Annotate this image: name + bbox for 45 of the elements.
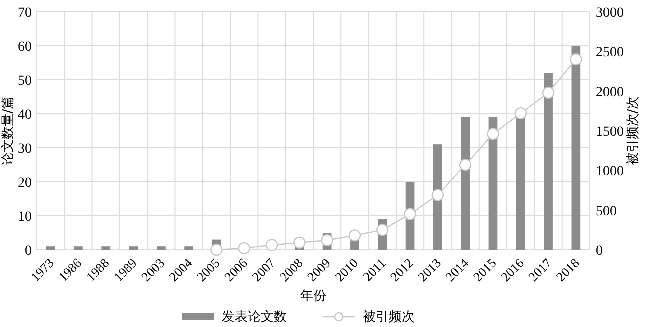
y2-tick-label: 1500	[596, 125, 624, 140]
point	[294, 236, 306, 249]
bar	[74, 246, 83, 250]
point	[432, 189, 444, 202]
point	[210, 244, 223, 256]
point	[238, 242, 250, 255]
y-tick-label: 40	[18, 108, 32, 123]
bar	[129, 246, 138, 250]
point	[459, 159, 472, 172]
legend-label: 被引频次	[363, 310, 415, 325]
y-tick-label: 70	[18, 6, 32, 21]
y2-tick-label: 1000	[596, 164, 624, 180]
x-tick-label: 2011	[360, 256, 389, 284]
y-tick-label: 20	[18, 176, 32, 191]
y2-axis-title: 被引频次/次	[626, 96, 641, 166]
x-axis-title: 年份	[300, 289, 326, 304]
x-tick-label: 1989	[110, 256, 140, 285]
bar	[461, 117, 470, 250]
y-tick-label: 30	[18, 142, 32, 157]
point	[404, 208, 416, 220]
point	[321, 234, 334, 247]
point	[542, 86, 555, 100]
y2-tick-label: 3000	[596, 6, 624, 21]
y-axis-title: 论文数量/篇	[1, 96, 16, 166]
bar	[157, 246, 166, 250]
bar	[572, 46, 581, 250]
y2-tick-label: 0	[596, 244, 603, 259]
legend-label: 发表论文数	[222, 310, 287, 325]
y-tick-label: 50	[18, 74, 32, 89]
y-tick-label: 60	[18, 40, 32, 55]
point	[514, 107, 527, 120]
point	[348, 230, 362, 242]
bar	[184, 246, 194, 250]
bar	[544, 73, 553, 250]
y2-tick-label: 2000	[596, 85, 624, 100]
y-tick-label: 0	[25, 244, 32, 259]
point	[487, 128, 500, 140]
bar	[102, 246, 111, 250]
point	[570, 54, 582, 66]
bar	[46, 246, 56, 250]
point	[266, 239, 278, 252]
y2-tick-label: 500	[596, 204, 617, 220]
y2-tick-label: 2500	[596, 46, 624, 61]
point	[376, 224, 389, 236]
y-tick-label: 10	[18, 210, 32, 225]
